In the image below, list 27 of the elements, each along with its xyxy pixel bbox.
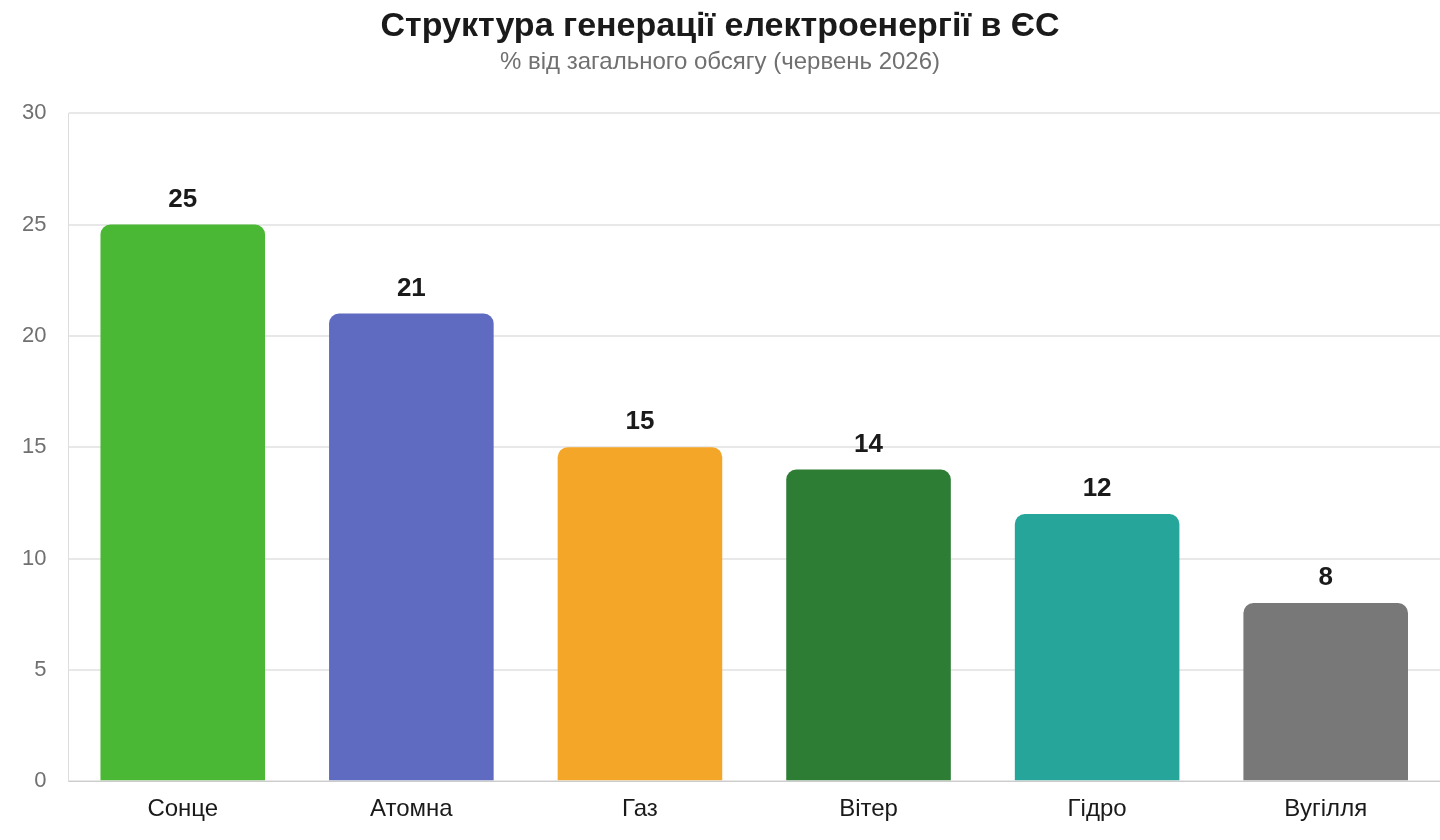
data-label: 8 (1318, 561, 1333, 592)
bar (1014, 514, 1180, 781)
x-tick-label: Атомна (370, 794, 454, 822)
x-tick-label: Газ (622, 794, 658, 822)
y-tick-label: 25 (21, 210, 47, 236)
y-tick-label: 5 (34, 655, 47, 681)
y-tick-label: 15 (21, 433, 47, 459)
data-label: 15 (625, 405, 655, 436)
chart-subtitle: % від загального обсягу (червень 2026) (498, 46, 942, 76)
x-tick-label: Вітер (839, 794, 898, 822)
bar (557, 447, 723, 781)
bar (786, 469, 951, 781)
data-label: 25 (168, 182, 198, 213)
y-tick-label: 20 (21, 321, 47, 347)
chart-title: Структура генерації електроенергії в ЄС (379, 4, 1061, 44)
y-tick-label: 10 (21, 544, 47, 570)
bar (100, 224, 266, 781)
bar (1243, 603, 1408, 781)
data-label: 21 (396, 271, 426, 302)
x-tick-label: Сонце (147, 794, 219, 822)
data-label: 14 (854, 427, 884, 458)
data-label: 12 (1082, 472, 1112, 503)
y-tick-label: 30 (21, 99, 47, 125)
x-tick-label: Гідро (1067, 794, 1127, 822)
x-tick-label: Вугілля (1284, 794, 1368, 822)
y-tick-label: 0 (34, 767, 47, 793)
bar (329, 313, 494, 781)
